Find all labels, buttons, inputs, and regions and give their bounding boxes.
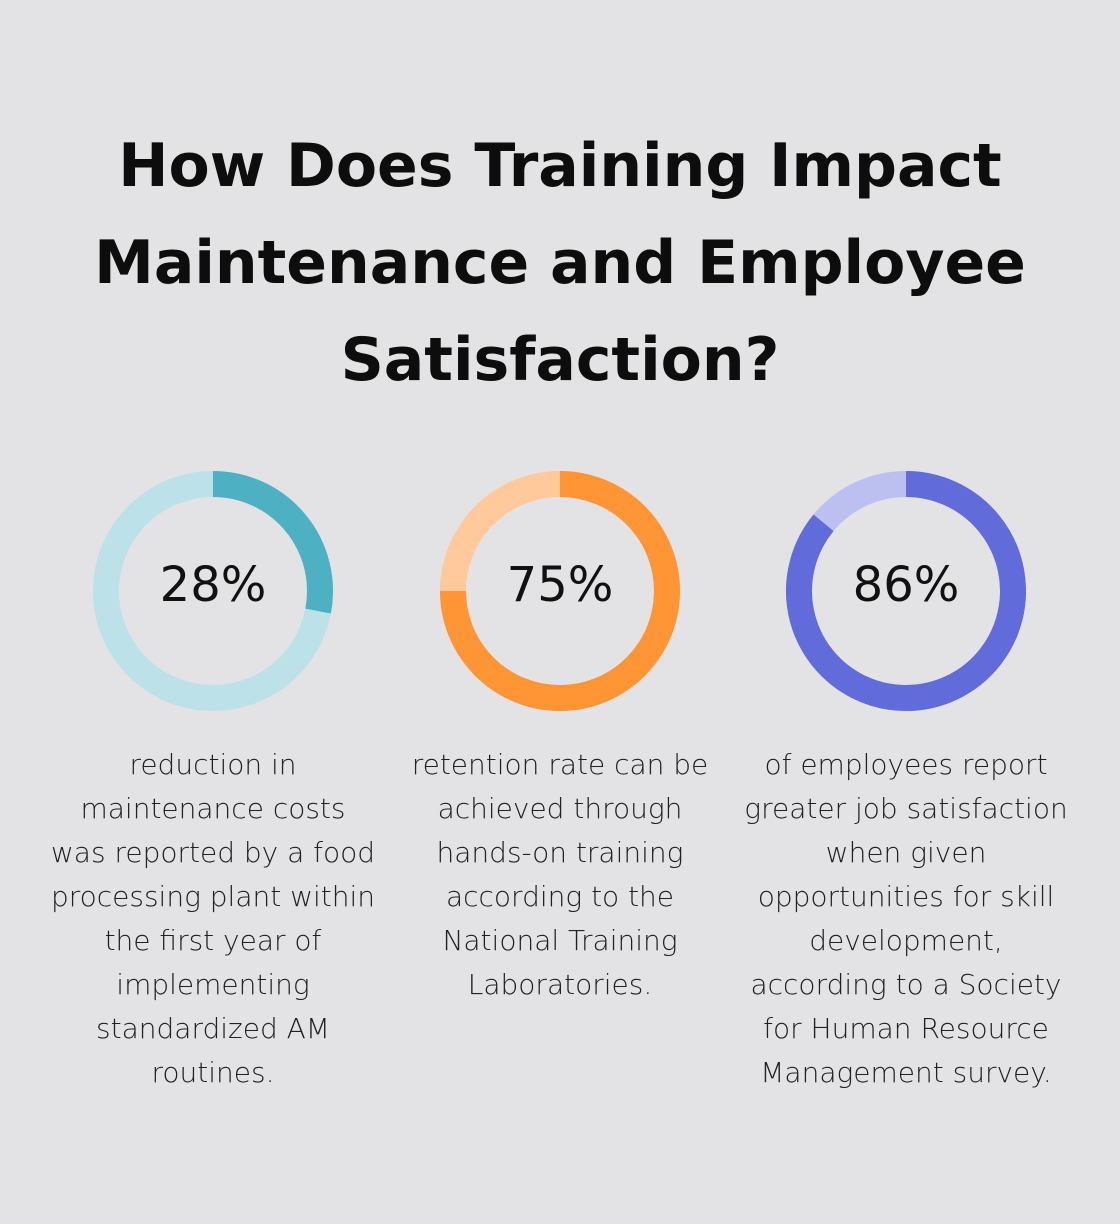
donut-arc-3 [786, 471, 1026, 711]
donut-chart-1 [93, 465, 333, 717]
title-line-2: Maintenance and Employee [94, 228, 1026, 298]
donut-chart-3 [786, 465, 1026, 717]
donut-svg-3 [786, 471, 1026, 712]
page-title: How Does Training Impact Maintenance and… [40, 118, 1080, 409]
donut-arc-2 [440, 471, 680, 711]
donut-svg-2 [440, 471, 680, 712]
stat-value-2: 75% [506, 557, 614, 613]
donut-svg-1 [93, 471, 333, 712]
title-line-3: Satisfaction? [340, 325, 780, 395]
stat-value-3: 86% [852, 557, 960, 613]
title-line-1: How Does Training Impact [118, 131, 1002, 201]
donut-arc-1 [212, 471, 333, 614]
donut-chart-2 [440, 465, 680, 717]
stat-description-1: reduction in maintenance costs was repor… [50, 748, 376, 1089]
stat-value-1: 28% [159, 557, 267, 613]
stat-description-2: retention rate can be achieved through h… [411, 748, 709, 1001]
stat-description-3: of employees report greater job satisfac… [744, 748, 1068, 1089]
